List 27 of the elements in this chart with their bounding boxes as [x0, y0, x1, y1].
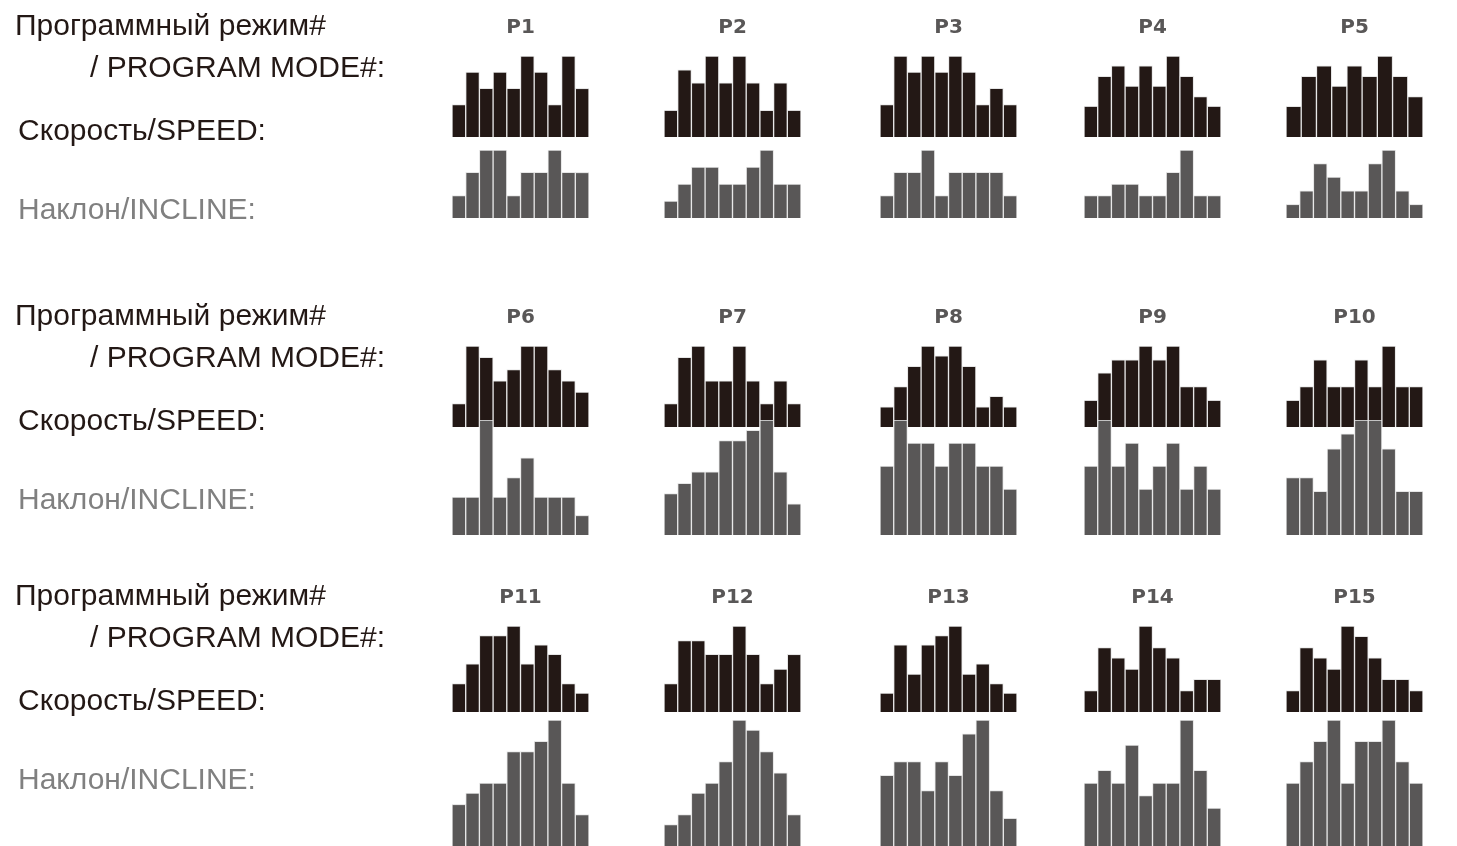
- chart-title: P1: [506, 14, 535, 39]
- text: Программный режим#: [15, 298, 326, 332]
- chart-title: P13: [927, 584, 970, 609]
- text: / PROGRAM MODE#:: [90, 340, 386, 374]
- chart-title: P4: [1138, 14, 1167, 39]
- text: Скорость/SPEED:: [18, 683, 266, 717]
- chart-title: P6: [506, 304, 535, 329]
- chart-title: P2: [718, 14, 747, 39]
- text: Программный режим#: [15, 578, 326, 612]
- chart-title: P3: [934, 14, 963, 39]
- chart-title: P12: [711, 584, 754, 609]
- text: Наклон/INCLINE:: [18, 762, 256, 796]
- chart-title: P9: [1138, 304, 1167, 329]
- text: Скорость/SPEED:: [18, 113, 266, 147]
- chart-title: P7: [718, 304, 747, 329]
- text: Программный режим#: [15, 8, 326, 42]
- chart-title: P5: [1340, 14, 1369, 39]
- text: Скорость/SPEED:: [18, 403, 266, 437]
- chart-title: P11: [499, 584, 542, 609]
- text: Наклон/INCLINE:: [18, 482, 256, 516]
- chart-title: P15: [1333, 584, 1376, 609]
- text: / PROGRAM MODE#:: [90, 620, 386, 654]
- chart-title: P10: [1333, 304, 1376, 329]
- chart-title: P8: [934, 304, 963, 329]
- chart-title: P14: [1131, 584, 1174, 609]
- text: / PROGRAM MODE#:: [90, 50, 386, 84]
- text: Наклон/INCLINE:: [18, 192, 256, 226]
